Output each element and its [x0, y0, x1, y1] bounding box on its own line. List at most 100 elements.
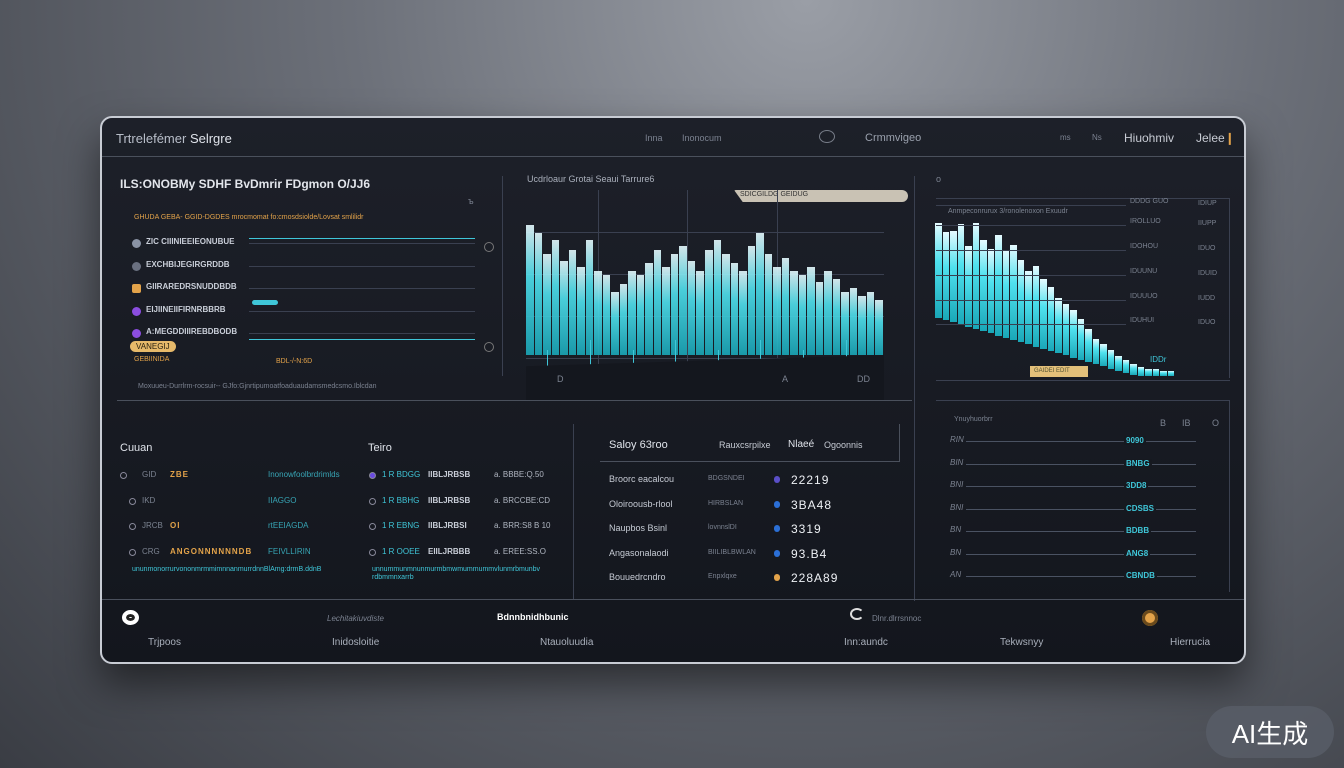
table-cell-name: Broorc eacalcou	[609, 474, 675, 484]
chart-bar	[935, 222, 942, 318]
brand-sub: Selrgre	[189, 131, 232, 146]
y-axis-label-right: IDUID	[1198, 270, 1218, 277]
table-col[interactable]: Nlaeé	[788, 439, 815, 450]
settings-icon[interactable]	[484, 342, 494, 352]
list-line	[966, 576, 1196, 577]
radio-icon[interactable]	[120, 472, 127, 479]
nav-item-2[interactable]: Inonocum	[682, 133, 722, 143]
list-value: 3DD8	[1124, 481, 1149, 490]
chart-bar	[739, 271, 747, 355]
radio-icon[interactable]	[369, 523, 376, 530]
radio-icon[interactable]	[129, 523, 136, 530]
header-right-label[interactable]: Hiuohmiv	[1124, 131, 1175, 145]
chart-bar	[1122, 360, 1129, 373]
radio-icon[interactable]	[369, 548, 376, 556]
chart-bar	[594, 271, 602, 355]
table-col[interactable]: Ogoonnis	[824, 440, 863, 450]
mid-chart: SDICGILDG GEIDUG	[526, 190, 908, 400]
header-action-label: Jelee	[1196, 131, 1225, 145]
right-chart-title: Anmpeconrurux 3/ronolenoxon Exuudr	[948, 208, 1068, 215]
chart-bar	[756, 233, 764, 355]
status-badge[interactable]: VANEGIJ	[130, 341, 176, 352]
chart-bar	[815, 281, 824, 355]
footer-nav-item[interactable]: Tekwsnyy	[1000, 637, 1044, 648]
contact-detail[interactable]: IIAGGO	[268, 495, 297, 505]
footer-nav-item[interactable]: Inn:aundc	[844, 637, 888, 648]
legend-row-line	[249, 288, 475, 289]
left-panel-title: ILS:ONOBMy SDHF BvDmrir FDgmon O/JJ6	[120, 177, 371, 191]
header-action[interactable]: Jelee❙	[1196, 131, 1235, 145]
legend-row-label[interactable]: GIIRAREDRSNUDDBDB	[146, 282, 237, 291]
info-icon[interactable]	[484, 242, 494, 252]
list-label: BNI	[950, 502, 964, 512]
table-cell-sub: HIRBSLAN	[708, 499, 744, 507]
chart-bar	[1055, 298, 1062, 354]
legend-row-label[interactable]: EXCHBIJEGIRGRDDB	[146, 259, 230, 269]
footer-nav-item[interactable]: Trjpoos	[148, 637, 181, 648]
profile-icon[interactable]	[819, 130, 835, 143]
chart-bar	[577, 266, 585, 355]
refresh-icon[interactable]	[850, 608, 864, 620]
footer-nav-item[interactable]: Ntauoluudia	[540, 637, 594, 648]
radio-icon[interactable]	[369, 497, 376, 505]
contact-detail[interactable]: rtEEIAGDA	[268, 521, 309, 530]
legend-row-label[interactable]: A:MEGDDIIIREBDBODB	[146, 327, 238, 336]
terro-detail[interactable]: a. BRCCBE:CD	[494, 495, 551, 505]
terro-detail[interactable]: a. BRR:S8 B 10	[494, 521, 551, 530]
terro-note: unnummunmnunmurmbmwmummummvlunmrbmunbvrd…	[372, 566, 541, 581]
chart-bar	[534, 233, 543, 355]
contact-detail[interactable]: FEIVLLIRIN	[268, 546, 311, 556]
chart-bar	[987, 249, 994, 334]
chart-bar	[875, 300, 883, 355]
legend-marker	[132, 284, 141, 293]
track-line	[249, 238, 475, 239]
list-value: BDBB	[1124, 526, 1152, 535]
chart-bar	[995, 234, 1002, 336]
chart-bar	[1077, 319, 1084, 360]
list-value: CDSBS	[1124, 503, 1157, 513]
radio-icon[interactable]	[129, 497, 136, 505]
alert-icon[interactable]	[1142, 610, 1158, 626]
table-cell-value: 228A89	[791, 571, 839, 585]
terro-detail[interactable]: a. BBBE:Q.50	[494, 470, 544, 479]
y-axis-label: IDUUNU	[1130, 268, 1158, 275]
right-chart-bars	[935, 222, 1175, 378]
header-small-1[interactable]: ms	[1060, 133, 1071, 142]
contact-detail[interactable]: Inonowfoolbrdrimlds	[268, 470, 340, 479]
grid-line	[936, 250, 1126, 251]
y-axis-label-right: IDIUP	[1198, 200, 1217, 207]
table-col[interactable]: Rauxcsrpilxe	[719, 440, 771, 450]
header-small-2[interactable]: Ns	[1092, 133, 1102, 142]
contact-value: OI	[170, 521, 181, 530]
legend-row-line	[249, 265, 475, 267]
table-cell-name: Angasonalaodi	[609, 547, 669, 558]
chart-bar	[1025, 271, 1032, 345]
badge-sub: GEBIINIDA	[134, 356, 170, 363]
right-small-value: IDDr	[1150, 355, 1167, 364]
legend-row-label[interactable]: ZIC CIIINIEEIEONUBUE	[146, 237, 235, 246]
chart-bar	[568, 250, 577, 355]
center-label[interactable]: Crmmvigeo	[865, 132, 922, 144]
table-cell-value: 22219	[791, 473, 830, 487]
left-corner: ъ	[468, 196, 474, 206]
chart-bar	[1010, 244, 1017, 340]
footer-nav-item[interactable]: Inidosloitie	[332, 637, 380, 648]
slider-handle[interactable]	[252, 300, 278, 305]
chart-bar	[560, 260, 568, 355]
chart-bar	[942, 232, 949, 321]
contact-value: ZBE	[170, 470, 189, 479]
grid-line	[687, 190, 689, 400]
list-line	[966, 441, 1196, 442]
table-cell-value: 3BA48	[791, 497, 833, 512]
home-icon[interactable]	[122, 610, 139, 625]
radio-icon[interactable]	[129, 548, 136, 556]
legend-row-label[interactable]: EIJIINEIIFIRNRBBRB	[146, 304, 226, 314]
radio-icon[interactable]	[369, 472, 376, 479]
chart-bar	[730, 262, 739, 355]
footer-nav-item[interactable]: Hierrucia	[1170, 637, 1211, 648]
list-line	[966, 508, 1196, 510]
chart-bar	[790, 271, 798, 355]
chart-bar	[636, 275, 645, 355]
nav-item-1[interactable]: Inna	[645, 133, 663, 143]
terro-detail[interactable]: a. EREE:SS.O	[494, 546, 547, 556]
